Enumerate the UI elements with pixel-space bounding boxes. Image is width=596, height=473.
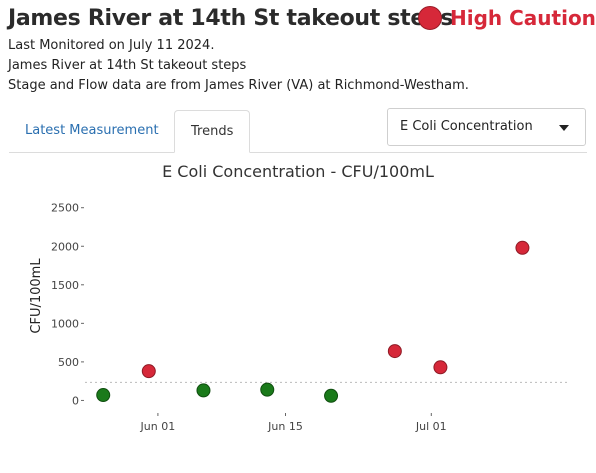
data-point[interactable] bbox=[324, 388, 339, 403]
data-point[interactable] bbox=[260, 382, 275, 397]
site-name-text: James River at 14th St takeout steps bbox=[8, 58, 247, 73]
parameter-select-value: E Coli Concentration bbox=[400, 119, 533, 134]
x-tick-label: Jul 01 bbox=[415, 420, 447, 433]
scatter-chart: 0 500 1000 1500 2000 2500 Jun 01 Jun 15 Jul 01 C… bbox=[29, 202, 568, 433]
y-tick-label: 500 bbox=[58, 356, 79, 369]
page-title: James River at 14th St takeout steps bbox=[8, 6, 454, 31]
data-point[interactable] bbox=[515, 240, 530, 255]
chevron-down-icon bbox=[559, 125, 569, 131]
y-tick-label: 1500 bbox=[51, 279, 79, 292]
y-tick-label: 2000 bbox=[51, 240, 79, 253]
status-label: High Caution bbox=[450, 6, 596, 30]
data-point[interactable] bbox=[433, 360, 448, 375]
data-source-note: Stage and Flow data are from James River… bbox=[8, 78, 469, 93]
data-point[interactable] bbox=[196, 383, 211, 398]
y-tick-label: 2500 bbox=[51, 202, 79, 215]
chart-title: E Coli Concentration - CFU/100mL bbox=[162, 162, 434, 181]
tab-trends[interactable]: Trends bbox=[174, 110, 251, 153]
y-tick-label: 1000 bbox=[51, 317, 79, 330]
data-point[interactable] bbox=[387, 344, 402, 359]
x-tick-label: Jun 15 bbox=[267, 420, 303, 433]
y-axis-label: CFU/100mL bbox=[29, 258, 44, 334]
status-indicator: High Caution bbox=[418, 6, 596, 30]
last-monitored-text: Last Monitored on July 11 2024. bbox=[8, 38, 215, 53]
x-tick-label: Jun 01 bbox=[140, 420, 176, 433]
status-dot-icon bbox=[418, 6, 442, 30]
chart-points bbox=[96, 240, 530, 403]
y-tick-label: 0 bbox=[72, 394, 79, 407]
chart-axes: 0 500 1000 1500 2000 2500 Jun 01 Jun 15 Jul 01 bbox=[51, 202, 447, 433]
parameter-select[interactable]: E Coli Concentration bbox=[387, 108, 586, 146]
data-point[interactable] bbox=[96, 388, 111, 403]
data-point[interactable] bbox=[141, 364, 156, 379]
tab-bar: Latest Measurement Trends bbox=[9, 110, 587, 153]
tab-latest-measurement[interactable]: Latest Measurement bbox=[25, 123, 159, 138]
